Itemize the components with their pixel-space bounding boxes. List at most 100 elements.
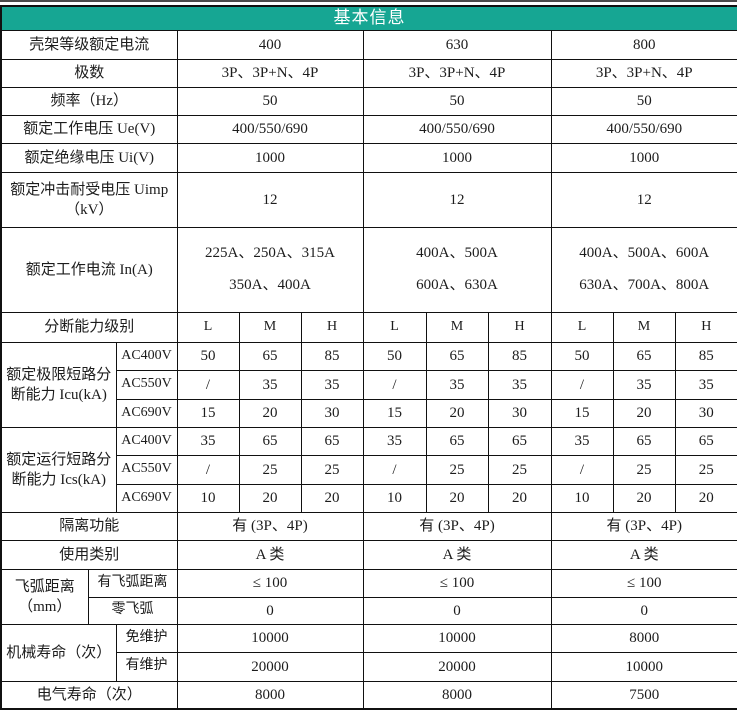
value-cell: 1000: [550, 142, 737, 173]
value-cell: 400: [176, 29, 364, 60]
value-cell: 35: [425, 369, 489, 400]
value-cell: /: [176, 454, 240, 485]
row-label-uimp: 额定冲击耐受电压 Uimp （kV）: [0, 171, 178, 228]
grade-cell: H: [300, 311, 364, 343]
value-cell: 65: [612, 426, 676, 456]
table-row: 机械寿命（次） 免维护 10000 10000 8000: [0, 623, 737, 682]
value-cell: 15: [362, 398, 427, 428]
value-cell: /: [362, 369, 427, 400]
value-cell: /: [550, 454, 614, 485]
row-label-shell-current: 壳架等级额定电流: [0, 29, 178, 60]
sub-row-label: 有飞弧距离: [87, 568, 178, 598]
sub-row-label: AC690V: [115, 483, 178, 513]
value-cell: 20000: [362, 651, 552, 682]
value-cell: 800: [550, 29, 737, 60]
value-cell: 10: [550, 483, 614, 513]
value-cell: ≤ 100: [176, 568, 364, 598]
spec-table: 基本信息 壳架等级额定电流 400 630 800 极数 3P、3P+N、4P …: [0, 5, 737, 710]
value-cell: 8000: [362, 680, 552, 710]
table-row: 有维护 20000 20000 10000: [1, 651, 737, 682]
value-cell: 630: [362, 29, 552, 60]
table-row: 额定工作电压 Ue(V) 400/550/690 400/550/690 400…: [0, 114, 737, 144]
value-cell: 25: [487, 454, 552, 485]
table-row: 额定运行短路分 断能力 Ics(kA) AC400V 35 65 65 35 6…: [0, 426, 737, 513]
value-cell: A 类: [362, 539, 552, 570]
value-cell: 50: [362, 86, 552, 116]
value-cell: 50: [550, 86, 737, 116]
row-label-icu: 额定极限短路分 断能力 Icu(kA): [0, 341, 117, 428]
row-label-category: 使用类别: [0, 539, 178, 570]
value-cell: 50: [362, 341, 427, 371]
value-cell: 35: [612, 369, 676, 400]
value-cell: 30: [300, 398, 364, 428]
value-cell: ≤ 100: [550, 568, 737, 598]
table-row: 壳架等级额定电流 400 630 800: [0, 29, 737, 60]
value-cell: 35: [487, 369, 552, 400]
value-cell: 65: [674, 426, 737, 456]
grade-cell: M: [238, 311, 302, 343]
value-cell: 65: [487, 426, 552, 456]
value-cell: 25: [238, 454, 302, 485]
value-cell: 3P、3P+N、4P: [550, 58, 737, 88]
value-cell: 225A、250A、315A 350A、400A: [176, 226, 364, 313]
value-cell: 65: [425, 426, 489, 456]
value-cell: 20000: [176, 651, 364, 682]
sub-row-label: AC400V: [115, 426, 178, 456]
value-cell: 20: [425, 483, 489, 513]
table-row: AC550V / 25 25 / 25 25 / 25 25: [1, 454, 737, 485]
value-cell: 25: [425, 454, 489, 485]
table-row: 额定冲击耐受电压 Uimp （kV） 12 12 12: [0, 171, 737, 228]
sub-row-label: 有维护: [115, 651, 178, 682]
value-cell: 20: [238, 398, 302, 428]
value-cell: 85: [674, 341, 737, 371]
row-label-arc-distance: 飞弧距离 （mm）: [0, 568, 89, 625]
value-cell: 400A、500A 600A、630A: [362, 226, 552, 313]
value-cell: 400/550/690: [362, 114, 552, 144]
value-cell: 有 (3P、4P): [550, 511, 737, 541]
table-row: 电气寿命（次） 8000 8000 7500: [0, 680, 737, 710]
value-cell: 65: [300, 426, 364, 456]
sub-row-label: AC400V: [115, 341, 178, 371]
grade-cell: L: [362, 311, 427, 343]
value-cell: 25: [300, 454, 364, 485]
row-label-poles: 极数: [0, 58, 178, 88]
grade-cell: L: [176, 311, 240, 343]
row-label-breaking-grade: 分断能力级别: [0, 311, 178, 343]
value-cell: 7500: [550, 680, 737, 710]
table-title: 基本信息: [0, 5, 737, 31]
value-cell: 85: [300, 341, 364, 371]
value-cell: 1000: [176, 142, 364, 173]
value-cell: 10000: [176, 623, 364, 653]
value-cell: 65: [238, 341, 302, 371]
row-label-isolation: 隔离功能: [0, 511, 178, 541]
value-cell: 65: [612, 341, 676, 371]
value-cell: 有 (3P、4P): [362, 511, 552, 541]
value-cell: 35: [300, 369, 364, 400]
value-cell: 65: [425, 341, 489, 371]
value-cell: 35: [238, 369, 302, 400]
value-cell: 35: [176, 426, 240, 456]
value-cell: 30: [674, 398, 737, 428]
value-cell: 20: [300, 483, 364, 513]
value-cell: 85: [487, 341, 552, 371]
value-cell: 400A、500A、600A 630A、700A、800A: [550, 226, 737, 313]
value-cell: 25: [612, 454, 676, 485]
value-cell: 10: [362, 483, 427, 513]
value-cell: 有 (3P、4P): [176, 511, 364, 541]
row-label-ue: 额定工作电压 Ue(V): [0, 114, 178, 144]
value-cell: 20: [674, 483, 737, 513]
value-cell: /: [176, 369, 240, 400]
value-cell: 50: [176, 341, 240, 371]
table-row: 额定极限短路分 断能力 Icu(kA) AC400V 50 65 85 50 6…: [0, 341, 737, 428]
value-cell: 15: [176, 398, 240, 428]
value-cell: 15: [550, 398, 614, 428]
sub-row-label: AC550V: [115, 369, 178, 400]
table-row: 额定绝缘电压 Ui(V) 1000 1000 1000: [0, 142, 737, 173]
sub-row-label: 零飞弧: [87, 596, 178, 625]
value-cell: 20: [238, 483, 302, 513]
value-cell: 8000: [550, 623, 737, 653]
value-cell: 0: [550, 596, 737, 625]
table-row: 分断能力级别 L M H L M H L M H: [0, 311, 737, 343]
grade-cell: H: [487, 311, 552, 343]
value-cell: 8000: [176, 680, 364, 710]
